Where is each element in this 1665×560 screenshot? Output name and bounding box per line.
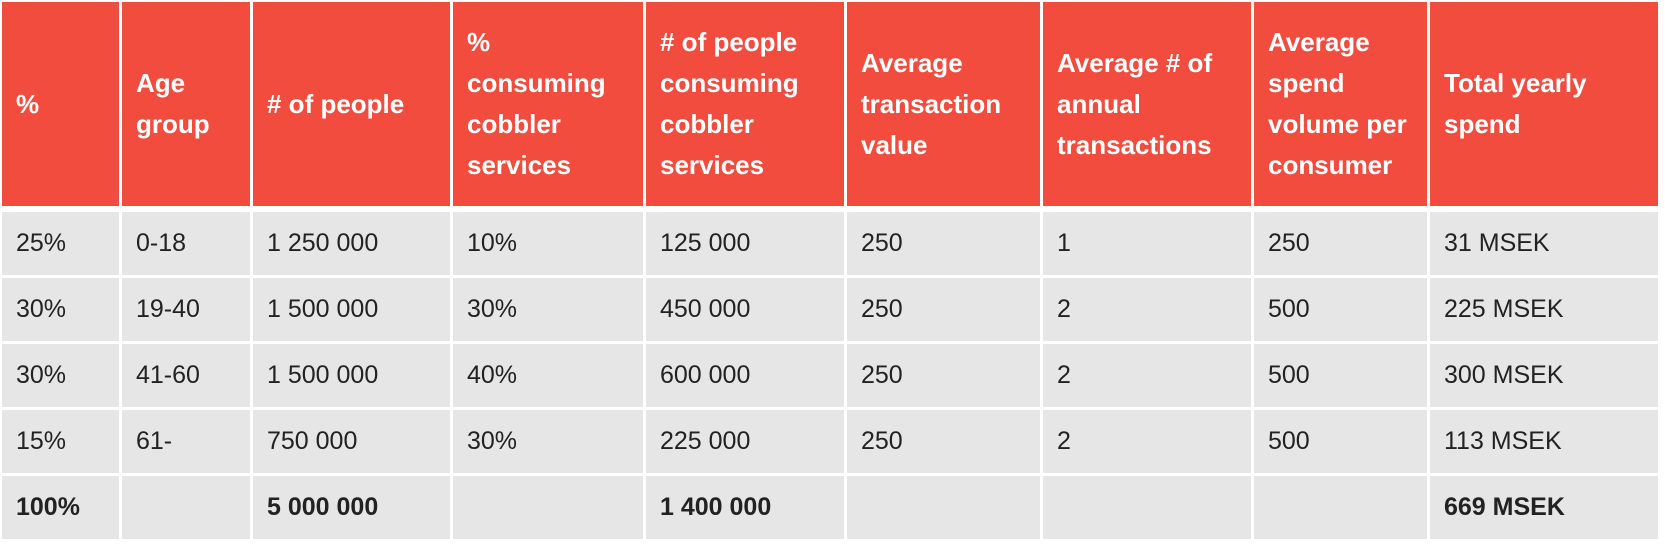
- table-cell: 30%: [453, 278, 643, 341]
- table-cell: 2: [1043, 410, 1251, 473]
- column-header: Average # of annual transactions: [1043, 2, 1251, 206]
- cobbler-market-table: % Age group # of people% consuming cobbler…: [2, 2, 1658, 539]
- table-cell: 1 500 000: [253, 278, 450, 341]
- table-cell: 450 000: [646, 278, 844, 341]
- table-cell: 500: [1254, 410, 1427, 473]
- total-cell: 669 MSEK: [1430, 476, 1658, 539]
- table-cell: 225 MSEK: [1430, 278, 1658, 341]
- table-cell: 500: [1254, 278, 1427, 341]
- total-cell: 100%: [2, 476, 119, 539]
- total-cell: [122, 476, 250, 539]
- table-cell: 31 MSEK: [1430, 209, 1658, 275]
- total-cell: [1043, 476, 1251, 539]
- table-cell: 250: [847, 344, 1040, 407]
- column-header: %: [2, 2, 119, 206]
- total-cell: [1254, 476, 1427, 539]
- table-cell: 300 MSEK: [1430, 344, 1658, 407]
- table-cell: 113 MSEK: [1430, 410, 1658, 473]
- table-cell: 0-18: [122, 209, 250, 275]
- column-header: Total yearly spend: [1430, 2, 1658, 206]
- table-cell: 15%: [2, 410, 119, 473]
- total-cell: 5 000 000: [253, 476, 450, 539]
- table-cell: 250: [847, 278, 1040, 341]
- column-header: Average transaction value: [847, 2, 1040, 206]
- table-cell: 30%: [2, 278, 119, 341]
- table-row: 30% 19-40 1 500 000 30% 450 000 250 2 500 225 MS…: [2, 278, 1658, 341]
- table-cell: 10%: [453, 209, 643, 275]
- table-cell: 2: [1043, 278, 1251, 341]
- total-cell: [847, 476, 1040, 539]
- table-cell: 30%: [453, 410, 643, 473]
- table-cell: 1 250 000: [253, 209, 450, 275]
- table-cell: 40%: [453, 344, 643, 407]
- column-header: # of people consuming cobbler services: [646, 2, 844, 206]
- table-row: 25% 0-18 1 250 000 10% 125 000 250 1 250 31 MSEK: [2, 209, 1658, 275]
- table-cell: 225 000: [646, 410, 844, 473]
- table-row: 15% 61- 750 000 30% 225 000 250 2 500 113 MSEK: [2, 410, 1658, 473]
- table-cell: 750 000: [253, 410, 450, 473]
- column-header: # of people: [253, 2, 450, 206]
- column-header: % consuming cobbler services: [453, 2, 643, 206]
- header-row: % Age group # of people% consuming cobbler…: [2, 2, 1658, 206]
- cobbler-market-table-container: % Age group # of people% consuming cobbler…: [2, 2, 1658, 539]
- table-cell: 2: [1043, 344, 1251, 407]
- table-cell: 1 500 000: [253, 344, 450, 407]
- table-cell: 19-40: [122, 278, 250, 341]
- total-cell: [453, 476, 643, 539]
- total-row: 100% 5 000 000 1 400 000 669 MSEK: [2, 476, 1658, 539]
- table-cell: 61-: [122, 410, 250, 473]
- table-cell: 500: [1254, 344, 1427, 407]
- table-cell: 250: [1254, 209, 1427, 275]
- table-row: 30% 41-60 1 500 000 40% 600 000 250 2 500 300 MS…: [2, 344, 1658, 407]
- column-header: Age group: [122, 2, 250, 206]
- table-cell: 41-60: [122, 344, 250, 407]
- table-cell: 250: [847, 410, 1040, 473]
- table-cell: 125 000: [646, 209, 844, 275]
- table-cell: 1: [1043, 209, 1251, 275]
- column-header: Average spend volume per consumer: [1254, 2, 1427, 206]
- total-cell: 1 400 000: [646, 476, 844, 539]
- table-cell: 250: [847, 209, 1040, 275]
- table-cell: 30%: [2, 344, 119, 407]
- table-cell: 25%: [2, 209, 119, 275]
- table-cell: 600 000: [646, 344, 844, 407]
